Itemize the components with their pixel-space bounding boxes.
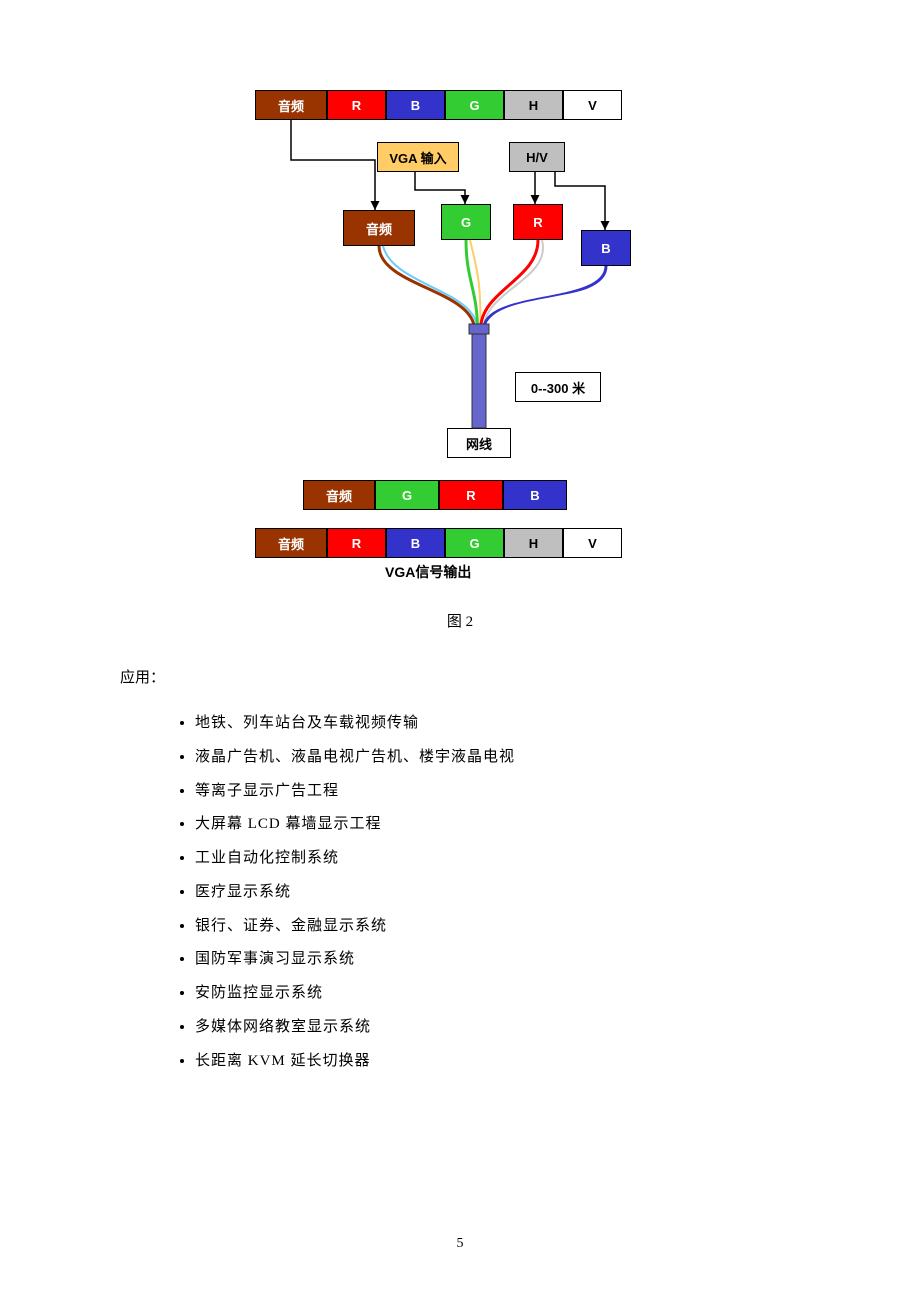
signal-block: 网线 [447,428,511,458]
signal-block: 音频 [255,90,327,120]
application-item: 大屏幕 LCD 幕墙显示工程 [195,808,800,842]
application-item: 多媒体网络教室显示系统 [195,1011,800,1045]
signal-block: B [503,480,567,510]
signal-block: 0--300 米 [515,372,601,402]
signal-block: B [581,230,631,266]
signal-diagram: 音频RBGHVVGA 输入H/V音频GRB0--300 米网线音频GRB音频RB… [255,90,665,580]
signal-block: H [504,90,563,120]
application-item: 银行、证券、金融显示系统 [195,910,800,944]
signal-block: R [439,480,503,510]
signal-block: V [563,528,622,558]
signal-block: R [513,204,563,240]
signal-block: B [386,528,445,558]
signal-block: V [563,90,622,120]
signal-block: G [441,204,491,240]
applications-title: 应用： [120,666,800,687]
application-item: 工业自动化控制系统 [195,842,800,876]
application-item: 液晶广告机、液晶电视广告机、楼宇液晶电视 [195,741,800,775]
signal-block: R [327,528,386,558]
signal-block: 音频 [343,210,415,246]
signal-block: 音频 [303,480,375,510]
application-item: 等离子显示广告工程 [195,775,800,809]
signal-block: G [445,528,504,558]
signal-block: G [375,480,439,510]
page: 音频RBGHVVGA 输入H/V音频GRB0--300 米网线音频GRB音频RB… [0,0,920,1302]
application-item: 医疗显示系统 [195,876,800,910]
figure-caption: 图 2 [120,610,800,631]
signal-block: R [327,90,386,120]
signal-block: H [504,528,563,558]
output-label: VGA信号输出 [385,562,471,582]
applications-list: 地铁、列车站台及车载视频传输液晶广告机、液晶电视广告机、楼宇液晶电视等离子显示广… [120,707,800,1078]
signal-block: H/V [509,142,565,172]
application-item: 长距离 KVM 延长切换器 [195,1045,800,1079]
signal-block: B [386,90,445,120]
application-item: 地铁、列车站台及车载视频传输 [195,707,800,741]
signal-block: G [445,90,504,120]
page-number: 5 [0,1236,920,1252]
application-item: 安防监控显示系统 [195,977,800,1011]
application-item: 国防军事演习显示系统 [195,943,800,977]
signal-block: 音频 [255,528,327,558]
signal-block: VGA 输入 [377,142,459,172]
